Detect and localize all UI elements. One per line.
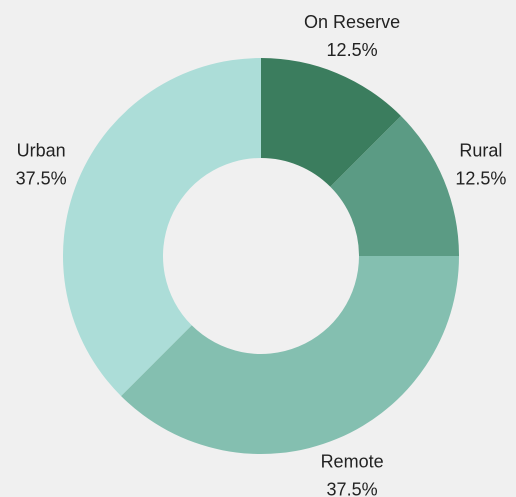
slice-label: On Reserve bbox=[304, 12, 400, 32]
donut-slice bbox=[63, 58, 262, 397]
slice-value-label: 12.5% bbox=[455, 169, 506, 189]
slice-value-label: 37.5% bbox=[16, 169, 67, 189]
donut-slice bbox=[330, 115, 459, 256]
slice-label: Remote bbox=[321, 452, 384, 472]
slice-value-label: 37.5% bbox=[327, 480, 378, 497]
slice-label: Urban bbox=[17, 141, 66, 161]
donut-slice bbox=[120, 256, 459, 454]
donut-slice bbox=[261, 58, 402, 187]
slice-value-label: 12.5% bbox=[327, 40, 378, 60]
slice-label: Rural bbox=[459, 141, 502, 161]
